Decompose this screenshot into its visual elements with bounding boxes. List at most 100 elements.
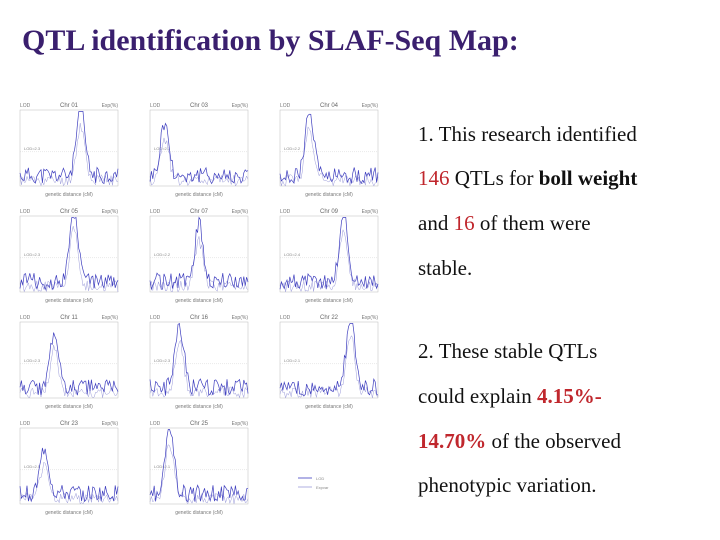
finding-1-line-1: 1. This research identified (418, 122, 637, 146)
lod-curve (19, 332, 119, 396)
exp-variance-curve (279, 126, 379, 187)
legend-label: Expvar (316, 485, 329, 490)
lod-curve (19, 447, 119, 503)
panel-right-axis-label: Exp(%) (362, 103, 379, 109)
finding-2-line-1: 2. These stable QTLs (418, 339, 598, 363)
panel-chromosome-label: Chr 11 (60, 315, 78, 321)
panel-frame (19, 109, 119, 187)
panel-x-axis-label: genetic distance (cM) (175, 298, 223, 304)
trait-name: boll weight (538, 166, 638, 190)
panel-chromosome-label: Chr 16 (190, 315, 209, 321)
slide-title: QTL identification by SLAF-Seq Map: (22, 24, 519, 57)
panel-chromosome-label: Chr 09 (320, 209, 339, 215)
panel-x-axis-label: genetic distance (cM) (45, 510, 93, 516)
panel-right-axis-label: Exp(%) (102, 103, 119, 109)
finding-1-line-4: stable. (418, 256, 473, 280)
finding-2-line-3: 14.70% of the observed (418, 429, 621, 453)
panel-left-axis-label: LOD (280, 209, 291, 215)
lod-curve (149, 322, 249, 396)
lod-threshold-label: LOD=2.1 (154, 146, 171, 151)
variation-range-low: 4.15%- (536, 384, 602, 408)
panel-x-axis-label: genetic distance (cM) (175, 192, 223, 198)
exp-variance-curve (19, 461, 119, 505)
panel-chromosome-label: Chr 22 (320, 315, 339, 321)
qtl-panel: Chr 23 LOD Exp(%) genetic distance (cM) LOD=… (19, 421, 119, 516)
lod-threshold-label: LOD=2.1 (154, 464, 171, 469)
qtl-panel: Chr 05 LOD Exp(%) genetic distance (cM) LOD=… (19, 209, 119, 304)
panel-right-axis-label: Exp(%) (362, 315, 379, 321)
panel-frame (19, 215, 119, 293)
legend-label: LOD (316, 476, 324, 481)
panel-right-axis-label: Exp(%) (102, 315, 119, 321)
panel-left-axis-label: LOD (150, 315, 161, 321)
panel-chromosome-label: Chr 07 (190, 209, 209, 215)
panel-frame (279, 215, 379, 293)
finding-1-line-2: 146 QTLs for boll weight (418, 166, 638, 190)
panel-left-axis-label: LOD (280, 315, 291, 321)
panel-x-axis-label: genetic distance (cM) (305, 192, 353, 198)
qtl-count: 146 (418, 166, 450, 190)
lod-curve (19, 216, 119, 291)
panel-frame (149, 215, 249, 293)
panel-frame (279, 109, 379, 187)
panel-x-axis-label: genetic distance (cM) (45, 192, 93, 198)
lod-threshold-label: LOD=2.0 (24, 464, 41, 469)
lod-curve (279, 113, 379, 185)
panel-left-axis-label: LOD (20, 315, 31, 321)
finding-2-line-4: phenotypic variation. (418, 473, 597, 497)
panel-left-axis-label: LOD (150, 421, 161, 427)
lod-curve (279, 217, 379, 290)
qtl-panel: Chr 22 LOD Exp(%) genetic distance (cM) LOD=… (279, 315, 379, 410)
variation-range-high: 14.70% (418, 429, 487, 453)
lod-threshold-label: LOD=2.2 (284, 146, 301, 151)
exp-variance-curve (149, 444, 249, 505)
qtl-panel: Chr 07 LOD Exp(%) genetic distance (cM) LOD=… (149, 209, 249, 304)
lod-curve (149, 429, 249, 503)
figure-legend: LOD Expvar (298, 476, 329, 490)
panel-right-axis-label: Exp(%) (102, 209, 119, 215)
lod-curve (149, 216, 249, 291)
panel-left-axis-label: LOD (280, 103, 291, 109)
panel-x-axis-label: genetic distance (cM) (45, 404, 93, 410)
finding-2-line-2: could explain 4.15%- (418, 384, 602, 408)
panel-x-axis-label: genetic distance (cM) (175, 510, 223, 516)
qtl-panel: Chr 25 LOD Exp(%) genetic distance (cM) LOD=… (149, 421, 249, 516)
lod-curve (19, 111, 119, 185)
panel-left-axis-label: LOD (150, 209, 161, 215)
lod-threshold-label: LOD=2.3 (24, 358, 41, 363)
exp-variance-curve (149, 339, 249, 399)
panel-frame (19, 427, 119, 505)
panel-right-axis-label: Exp(%) (232, 421, 249, 427)
exp-variance-curve (149, 236, 249, 293)
qtl-lod-plot-grid: Chr 01 LOD Exp(%) genetic distance (cM) LOD=… (19, 103, 379, 516)
finding-1-line-3: and 16 of them were (418, 211, 591, 235)
panel-right-axis-label: Exp(%) (232, 315, 249, 321)
panel-left-axis-label: LOD (20, 103, 31, 109)
panel-x-axis-label: genetic distance (cM) (175, 404, 223, 410)
lod-threshold-label: LOD=2.3 (154, 358, 171, 363)
panel-frame (279, 321, 379, 399)
lod-curve (149, 122, 249, 185)
panel-right-axis-label: Exp(%) (102, 421, 119, 427)
panel-frame (149, 321, 249, 399)
panel-left-axis-label: LOD (20, 209, 31, 215)
panel-left-axis-label: LOD (20, 421, 31, 427)
panel-frame (149, 427, 249, 505)
lod-threshold-label: LOD=2.4 (284, 252, 301, 257)
qtl-panel: Chr 01 LOD Exp(%) genetic distance (cM) LOD=… (19, 103, 119, 198)
panel-right-axis-label: Exp(%) (232, 103, 249, 109)
panel-chromosome-label: Chr 23 (60, 421, 79, 427)
panel-left-axis-label: LOD (150, 103, 161, 109)
lod-threshold-label: LOD=2.1 (284, 358, 301, 363)
lod-threshold-label: LOD=2.3 (24, 146, 41, 151)
panel-chromosome-label: Chr 03 (190, 103, 209, 109)
exp-variance-curve (19, 226, 119, 293)
panel-x-axis-label: genetic distance (cM) (45, 298, 93, 304)
exp-variance-curve (279, 228, 379, 293)
panel-right-axis-label: Exp(%) (362, 209, 379, 215)
qtl-panel: Chr 11 LOD Exp(%) genetic distance (cM) LOD=… (19, 315, 119, 410)
exp-variance-curve (19, 344, 119, 399)
lod-threshold-label: LOD=2.3 (24, 252, 41, 257)
lod-threshold-label: LOD=2.2 (154, 252, 171, 257)
panel-chromosome-label: Chr 25 (190, 421, 209, 427)
